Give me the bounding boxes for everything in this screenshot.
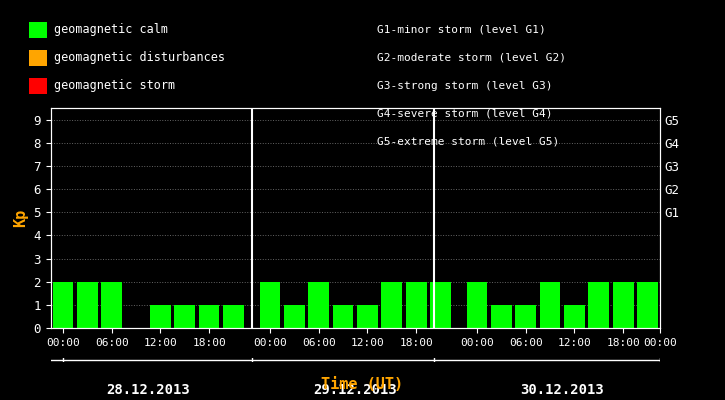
Text: geomagnetic calm: geomagnetic calm	[54, 24, 168, 36]
Bar	[467, 282, 487, 328]
Bar	[515, 305, 536, 328]
Bar	[589, 282, 609, 328]
Bar	[308, 282, 329, 328]
Text: G2-moderate storm (level G2): G2-moderate storm (level G2)	[377, 53, 566, 63]
Text: 30.12.2013: 30.12.2013	[521, 383, 604, 397]
Bar	[102, 282, 122, 328]
Bar	[381, 282, 402, 328]
Bar	[284, 305, 304, 328]
Bar	[357, 305, 378, 328]
Text: G5-extreme storm (level G5): G5-extreme storm (level G5)	[377, 137, 559, 147]
Text: geomagnetic storm: geomagnetic storm	[54, 80, 175, 92]
Text: G4-severe storm (level G4): G4-severe storm (level G4)	[377, 109, 552, 119]
Bar	[150, 305, 170, 328]
Bar	[406, 282, 426, 328]
Bar	[223, 305, 244, 328]
Text: Time (UT): Time (UT)	[321, 377, 404, 392]
Bar	[175, 305, 195, 328]
Bar	[199, 305, 220, 328]
Text: 29.12.2013: 29.12.2013	[313, 383, 397, 397]
Y-axis label: Kp: Kp	[13, 209, 28, 227]
Text: 28.12.2013: 28.12.2013	[107, 383, 190, 397]
Text: G1-minor storm (level G1): G1-minor storm (level G1)	[377, 25, 546, 35]
Bar	[540, 282, 560, 328]
Bar	[430, 282, 451, 328]
Text: G3-strong storm (level G3): G3-strong storm (level G3)	[377, 81, 552, 91]
Bar	[77, 282, 98, 328]
Bar	[564, 305, 585, 328]
Bar	[333, 305, 353, 328]
Bar	[491, 305, 512, 328]
Bar	[53, 282, 73, 328]
Bar	[260, 282, 281, 328]
Text: geomagnetic disturbances: geomagnetic disturbances	[54, 52, 225, 64]
Bar	[613, 282, 634, 328]
Bar	[637, 282, 658, 328]
